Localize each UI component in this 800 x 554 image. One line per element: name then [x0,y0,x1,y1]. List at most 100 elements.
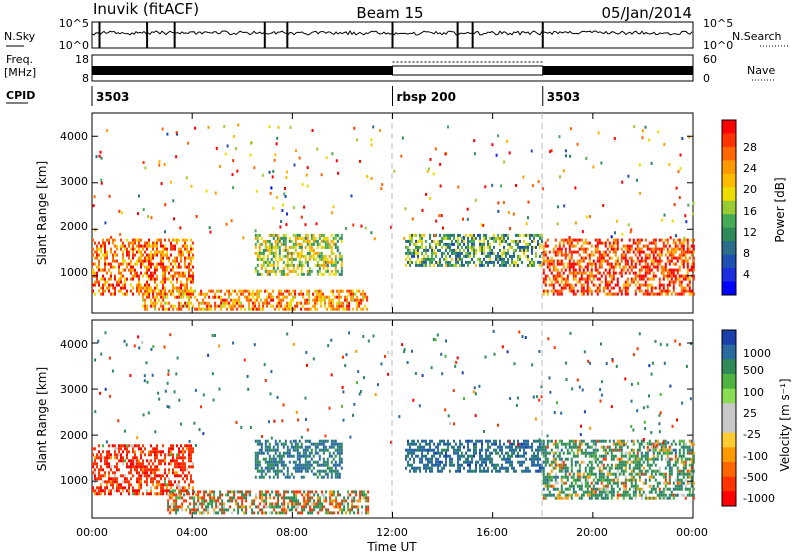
velocity-cell [268,454,271,458]
velocity-cell [330,472,333,476]
velocity-cell [266,451,269,455]
power-cell [332,242,335,246]
power-cell [427,248,429,252]
velocity-cell [558,454,561,458]
power-cell [340,304,343,308]
velocity-cell [590,496,593,500]
velocity-cell [431,460,433,464]
velocity-cell [580,475,583,479]
power-cell [684,277,687,281]
power-cell [140,265,142,269]
power-cell [104,262,106,266]
velocity-cell [178,489,180,493]
power-cell [172,292,175,296]
power-cell [100,156,103,160]
velocity-cell [305,499,308,503]
velocity-cell [274,472,277,476]
power-cell [246,298,249,302]
power-cell [96,250,98,254]
power-cell [208,295,211,299]
velocity-cell [501,445,503,449]
power-cell [156,283,158,287]
velocity-cell [264,472,267,476]
velocity-cell [578,463,581,467]
power-cell [429,263,431,267]
power-cell [190,280,192,284]
velocity-cell [329,499,332,503]
power-cell [338,251,341,255]
velocity-cell [136,480,138,484]
velocity-cell [469,439,471,443]
power-cell [556,292,559,296]
velocity-cell [578,445,581,449]
power-cell [648,292,651,296]
power-cell [431,239,433,243]
velocity-cell [311,508,314,512]
power-cell [260,272,263,276]
power-cell [288,269,291,273]
power-cell [100,244,102,248]
velocity-cell [459,463,461,467]
power-cell [136,259,138,263]
power-cell [602,256,605,260]
power-cell [455,251,457,255]
velocity-cell [578,448,581,452]
power-cell [142,274,144,278]
velocity-cell [282,463,285,467]
velocity-cell [568,445,571,449]
power-cell [531,257,533,261]
power-cell [584,247,587,251]
velocity-cell [509,457,511,461]
velocity-cell [564,472,567,476]
power-cell [296,233,299,237]
power-cell [535,245,537,249]
power-cell [449,263,451,267]
power-cell [523,239,525,243]
velocity-cell [578,478,581,482]
velocity-cell [128,459,130,463]
power-cell [136,250,138,254]
power-cell [114,265,116,269]
velocity-cell [564,466,567,470]
velocity-cell [158,459,160,463]
power-cell [312,248,315,252]
velocity-cell [566,487,569,491]
velocity-cell [188,450,190,454]
velocity-cell [280,454,283,458]
power-cell [188,274,190,278]
velocity-cell [467,439,469,443]
power-cell [108,241,110,245]
power-cell [640,289,643,293]
power-cell [515,233,517,237]
power-cell [298,251,301,255]
power-cell [100,277,102,281]
power-cell [312,233,315,237]
velocity-cell [293,502,296,506]
power-cell [429,236,431,240]
power-cell [128,241,130,245]
power-cell [158,160,161,164]
power-cell [580,271,583,275]
power-cell [134,253,136,257]
power-cell [138,244,140,248]
velocity-cell [237,502,240,506]
power-cell [130,283,132,287]
power-cell [322,236,325,240]
power-cell [252,295,255,299]
power-cell [576,250,579,254]
power-cell [273,158,276,162]
velocity-cell [273,508,276,512]
velocity-cell [572,487,575,491]
power-cell [690,292,693,296]
power-cell [190,238,192,242]
power-cell [118,283,120,287]
velocity-cell [435,451,437,455]
power-cell [162,271,164,275]
power-cell [258,251,261,255]
velocity-cell [156,468,158,472]
power-cell [172,289,175,293]
velocity-cell [171,496,174,500]
power-cell [467,239,469,243]
velocity-cell [166,474,168,478]
velocity-cell [118,483,120,487]
